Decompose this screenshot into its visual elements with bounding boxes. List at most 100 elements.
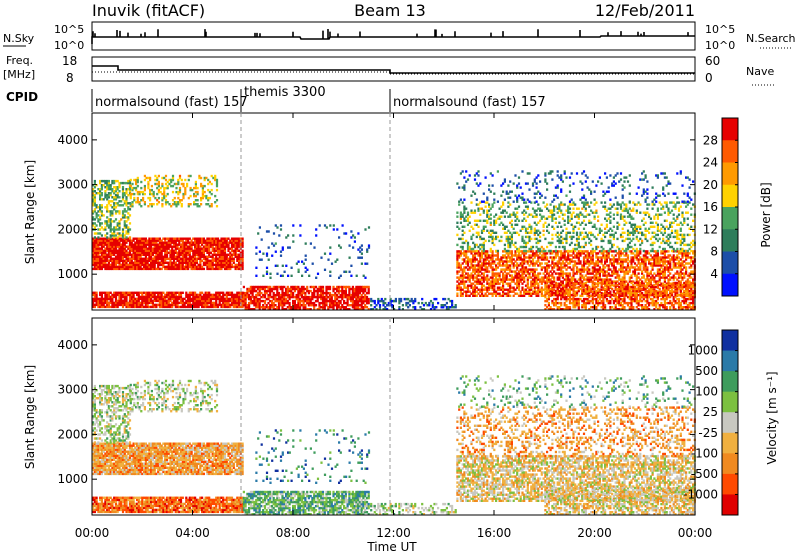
power-cell [202, 305, 205, 309]
power-cell [95, 267, 98, 271]
power-cell [157, 180, 160, 184]
power-cell [136, 299, 139, 303]
power-cell [234, 255, 237, 258]
power-cell [111, 196, 114, 199]
power-cell [202, 303, 205, 307]
power-cell [162, 247, 165, 250]
power-cell [197, 303, 200, 307]
power-cell [111, 239, 114, 242]
power-cell [290, 287, 293, 291]
power-cell [516, 266, 519, 269]
power-cell [99, 241, 102, 244]
power-cell [162, 245, 165, 248]
power-cell [605, 250, 608, 253]
power-cell [206, 257, 209, 260]
power-cell [111, 267, 114, 271]
power-cell [320, 306, 323, 309]
power-cell [542, 276, 545, 279]
power-cell [241, 303, 244, 307]
power-cell [553, 266, 556, 269]
power-cell [579, 252, 582, 255]
power-cell [212, 176, 215, 180]
power-cell [336, 285, 339, 289]
power-cell [526, 284, 529, 287]
power-cell [320, 256, 323, 259]
power-cell [299, 234, 302, 237]
power-cell [581, 282, 584, 285]
power-cell [360, 306, 363, 309]
power-cell [229, 291, 232, 294]
power-cell [572, 268, 575, 271]
power-cell [215, 291, 218, 294]
power-cell [602, 294, 605, 297]
power-cell [535, 290, 538, 293]
power-cell [104, 293, 107, 297]
power-cell [389, 297, 392, 301]
power-cell [181, 255, 184, 258]
power-cell [109, 257, 112, 260]
power-cell [378, 308, 382, 311]
power-cell [236, 255, 239, 258]
power-cell [109, 295, 112, 299]
power-cell [160, 291, 163, 294]
power-cell [130, 267, 133, 271]
power-cell [255, 285, 258, 289]
power-cell [371, 308, 375, 311]
power-cell [134, 267, 137, 271]
power-cell [92, 198, 95, 201]
power-cell [136, 305, 139, 309]
power-cell [486, 276, 489, 279]
power-cell [619, 280, 623, 283]
power-cell [109, 214, 112, 217]
power-cell [502, 250, 505, 253]
power-cell [307, 291, 310, 295]
power-cell [355, 304, 358, 307]
power-cell [384, 308, 387, 311]
power-cell [360, 301, 363, 305]
power-cell [644, 250, 647, 253]
power-cell [549, 256, 552, 259]
power-cell [642, 262, 645, 265]
power-cell [116, 301, 119, 305]
power-cell [201, 259, 204, 262]
power-cell [323, 297, 326, 301]
power-cell [510, 258, 513, 261]
power-cell [563, 266, 566, 269]
power-cell [304, 293, 307, 297]
power-cell [160, 297, 163, 301]
power-cell [114, 251, 118, 254]
power-cell [92, 291, 95, 294]
power-cell [99, 239, 102, 242]
power-cell [128, 293, 132, 297]
power-cell [176, 245, 179, 248]
power-cell [171, 255, 174, 258]
power-cell [572, 294, 575, 297]
power-cell [336, 287, 339, 291]
power-cell [581, 266, 584, 269]
power-cell [630, 250, 633, 253]
power-cell [256, 285, 259, 289]
power-cell [138, 192, 141, 196]
power-cell [120, 295, 123, 299]
power-cell [232, 239, 235, 242]
power-cell [470, 284, 473, 287]
power-cell [190, 249, 193, 252]
power-cell [134, 257, 137, 260]
power-cell [544, 276, 547, 279]
power-cell [540, 262, 543, 265]
power-cell [160, 305, 163, 309]
power-cell [484, 264, 487, 267]
power-cell [199, 257, 202, 260]
power-cell [116, 293, 119, 297]
power-cell [407, 306, 410, 309]
power-cell [616, 252, 619, 255]
power-cell [199, 251, 202, 254]
power-cell [542, 254, 545, 257]
power-cell [533, 288, 536, 291]
power-cell [113, 230, 116, 233]
power-cell [100, 261, 103, 264]
power-cell [106, 295, 109, 299]
power-cell [179, 247, 183, 250]
power-cell [276, 308, 279, 311]
power-cell [355, 299, 358, 303]
